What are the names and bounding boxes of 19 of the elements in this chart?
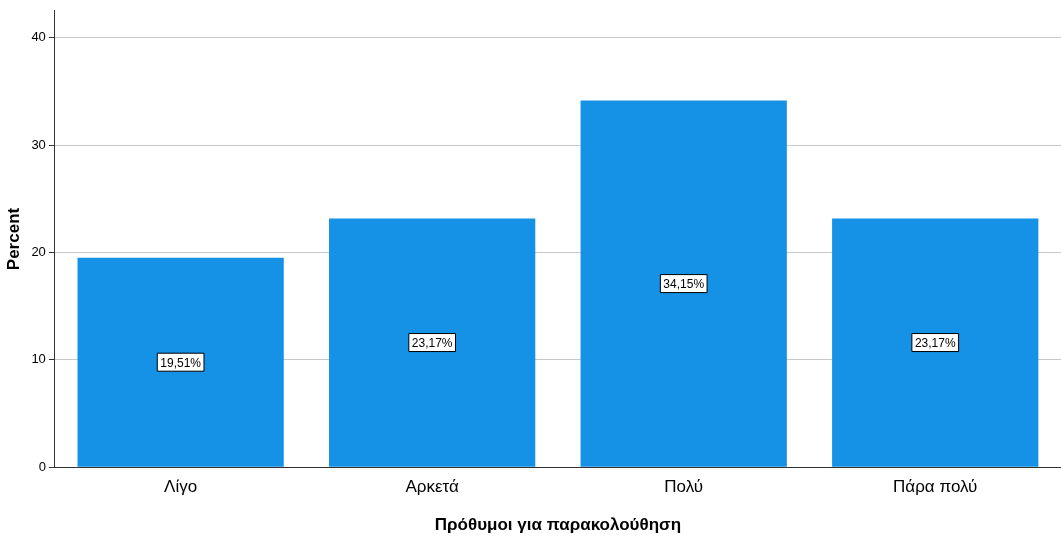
x-tick-label: Αρκετά [405, 477, 460, 497]
bar [580, 100, 787, 467]
data-label: 23,17% [411, 335, 453, 350]
bar [832, 218, 1039, 467]
bar [329, 218, 536, 467]
x-axis-title: Πρόθυμοι για παρακολούθηση [434, 515, 682, 535]
data-label: 34,15% [663, 276, 705, 291]
y-axis-title: Percent [3, 207, 23, 271]
y-tick-label: 0 [38, 458, 46, 474]
y-tick-label: 40 [31, 29, 46, 45]
bar [77, 257, 284, 467]
data-label: 19,51% [160, 355, 202, 370]
x-tick-label: Πολύ [664, 477, 704, 497]
x-tick-label: Πάρα πολύ [893, 477, 978, 497]
data-label: 23,17% [914, 335, 956, 350]
x-tick-label: Λίγο [164, 477, 198, 497]
y-tick-label: 10 [31, 351, 46, 367]
y-tick-label: 20 [31, 244, 46, 259]
y-tick-label: 30 [31, 136, 46, 152]
